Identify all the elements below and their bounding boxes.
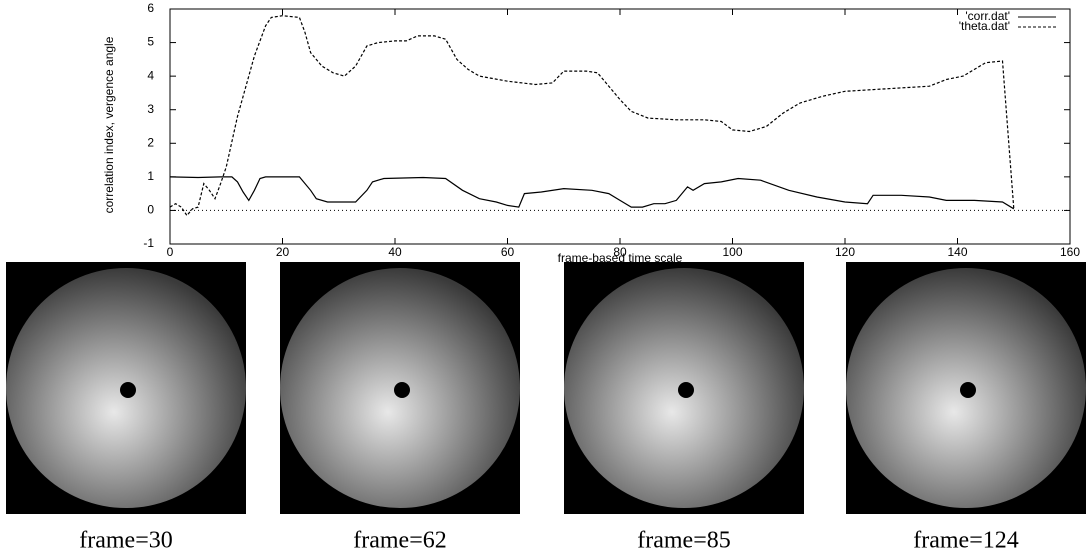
y-tick-label: 3: [147, 102, 154, 116]
y-tick-label: 4: [147, 68, 154, 82]
y-tick-label: 2: [147, 135, 154, 149]
y-tick-label: 0: [147, 203, 154, 217]
x-tick-label: 20: [276, 245, 290, 259]
x-tick-label: 120: [835, 245, 855, 259]
x-tick-label: 40: [388, 245, 402, 259]
legend-label: 'corr.dat': [965, 9, 1010, 23]
x-tick-label: 160: [1060, 245, 1080, 259]
plot-frame: [169, 8, 1071, 245]
caption: frame=124: [913, 528, 1019, 554]
series-line: [169, 15, 1015, 217]
y-tick-label: 1: [147, 169, 154, 183]
images: [6, 262, 1086, 514]
y-axis-label: correlation index, vergence angle: [102, 36, 116, 213]
x-tick-label: 0: [167, 245, 174, 259]
frame-image: [846, 262, 1086, 514]
frame-image: [564, 262, 804, 514]
caption: frame=30: [79, 528, 173, 554]
frame-image: [6, 262, 246, 514]
x-tick-label: 80: [613, 245, 627, 259]
series-line: [169, 176, 1015, 210]
caption: frame=85: [637, 528, 731, 554]
legend-label: 'theta.dat': [959, 19, 1010, 33]
y-tick-label: 6: [147, 1, 154, 15]
x-tick-label: 140: [947, 245, 967, 259]
x-tick-label: 100: [722, 245, 742, 259]
y-tick-label: -1: [143, 236, 154, 250]
x-axis-label: frame-based time scale: [558, 251, 683, 265]
x-tick-label: 60: [501, 245, 515, 259]
y-tick-label: 5: [147, 35, 154, 49]
caption: frame=62: [353, 528, 447, 554]
frame-image: [280, 262, 520, 514]
